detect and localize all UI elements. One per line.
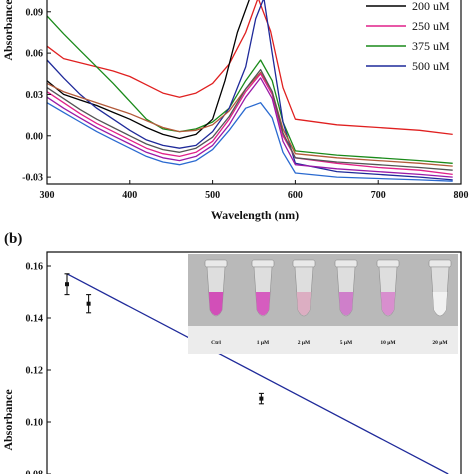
inset-label-strip xyxy=(188,326,458,354)
spectrum-line-2 xyxy=(46,15,453,164)
chart-a-x-tick-label: 700 xyxy=(371,190,386,201)
chart-b-y-tick-label: 0.16 xyxy=(26,262,44,273)
data-point xyxy=(259,396,264,401)
tube-cap xyxy=(376,259,400,268)
chart-a-x-ticks: 300 400 500 600 700 800 xyxy=(40,180,469,201)
chart-b-y-tick-label: 0.14 xyxy=(26,314,44,325)
chart-b-frame xyxy=(46,251,462,474)
tube-liquid xyxy=(255,292,271,316)
tube-label: 1 μM xyxy=(257,340,270,346)
chart-b-y-axis-title: Absorbance xyxy=(1,389,15,451)
tube-cap xyxy=(334,259,358,268)
spectrum-line-3 xyxy=(46,0,250,140)
tube-liquid xyxy=(380,292,396,316)
chart-a: 200 uM 250 uM 375 uM 500 uM -0.03 0.00 0.03 0.… xyxy=(1,0,469,222)
chart-a-x-tick-label: 400 xyxy=(122,190,137,201)
chart-a-x-axis-title: Wavelength (nm) xyxy=(211,208,299,222)
spectrum-line-4 xyxy=(46,0,453,181)
tube-label: 5 μM xyxy=(340,340,353,346)
tube-cap xyxy=(204,259,228,268)
tube-label: Ctrl xyxy=(211,340,221,346)
tube-label: 10 μM xyxy=(380,340,396,346)
spectrum-line-7 xyxy=(46,77,453,178)
chart-a-y-tick-label: 0.06 xyxy=(26,49,44,60)
tube-liquid xyxy=(208,292,224,316)
spectrum-line-5 xyxy=(46,71,453,167)
chart-b: (b) 0.08 0.10 0.12 0.14 0.16 Absorbance Ctrl… xyxy=(1,231,462,474)
tube: 10 μM xyxy=(376,259,400,346)
chart-a-series xyxy=(46,0,453,182)
chart-a-x-tick-label: 800 xyxy=(454,190,469,201)
tube-cap xyxy=(292,259,316,268)
spectrum-line-1 xyxy=(46,0,453,136)
legend-label: 500 uM xyxy=(412,59,450,73)
tube-liquid xyxy=(296,292,312,316)
chart-a-y-ticks: -0.03 0.00 0.03 0.06 0.09 xyxy=(22,7,51,184)
tube: 5 μM xyxy=(334,259,358,346)
tube-cap xyxy=(428,259,452,268)
tube-label: 2 μM xyxy=(298,340,311,346)
chart-b-y-tick-label: 0.08 xyxy=(26,470,44,474)
chart-a-y-tick-label: 0.00 xyxy=(26,131,44,142)
legend-item-bg xyxy=(360,0,468,14)
chart-b-points xyxy=(64,273,264,405)
legend-label: 375 uM xyxy=(412,39,450,53)
chart-a-y-tick-label: 0.03 xyxy=(26,90,44,101)
chart-b-y-tick-label: 0.12 xyxy=(26,366,44,377)
chart-a-frame xyxy=(46,0,462,185)
legend-item-bg xyxy=(360,18,468,34)
data-point xyxy=(65,282,69,287)
chart-a-x-tick-label: 500 xyxy=(205,190,220,201)
chart-a-legend: 200 uM 250 uM 375 uM 500 uM xyxy=(360,0,468,74)
tube-label: 20 μM xyxy=(432,340,448,346)
legend-label: 250 uM xyxy=(412,19,450,33)
tube-liquid xyxy=(432,292,448,316)
tube: 1 μM xyxy=(251,259,275,346)
chart-b-panel-label: (b) xyxy=(4,231,22,247)
chart-a-y-tick-label: -0.03 xyxy=(22,173,43,184)
chart-a-y-axis-title: Absorbance xyxy=(1,0,15,61)
data-point xyxy=(86,301,91,306)
chart-a-y-tick-label: 0.09 xyxy=(26,7,44,18)
linear-fit-line xyxy=(66,273,449,474)
chart-b-y-tick-label: 0.10 xyxy=(26,418,44,429)
tube-photo-inset: Ctrl 1 μM 2 μM 5 μM 10 μM 20 μM xyxy=(188,254,458,354)
spectrum-line-8 xyxy=(46,102,453,182)
tube-liquid xyxy=(338,292,354,316)
legend-item-bg xyxy=(360,38,468,54)
tube: 20 μM xyxy=(428,259,452,346)
chart-a-x-tick-label: 300 xyxy=(40,190,55,201)
spectrum-line-6 xyxy=(46,73,453,176)
tube: Ctrl xyxy=(204,259,228,346)
tube: 2 μM xyxy=(292,259,316,346)
legend-label: 200 uM xyxy=(412,0,450,13)
chart-a-x-tick-label: 600 xyxy=(288,190,303,201)
spectrum-line-9 xyxy=(46,68,453,171)
tube-cap xyxy=(251,259,275,268)
chart-b-fit xyxy=(66,273,449,474)
chart-b-y-ticks: 0.08 0.10 0.12 0.14 0.16 xyxy=(26,262,51,474)
legend-item-bg xyxy=(360,58,468,74)
